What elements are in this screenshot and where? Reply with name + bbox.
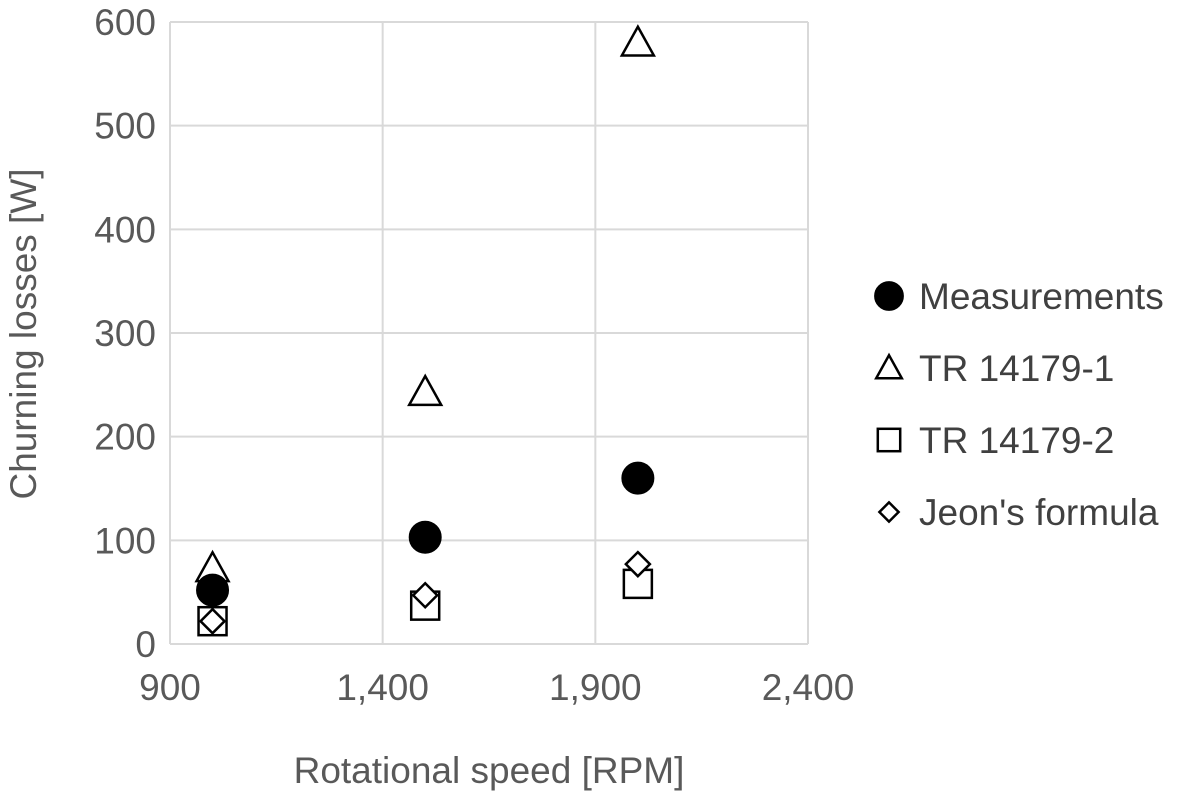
y-tick-label: 600 [94,2,156,43]
x-axis-title: Rotational speed [RPM] [294,750,685,791]
data-point [624,550,652,578]
legend-item: TR 14179-1 [874,348,1114,389]
x-tick-label: 1,900 [549,667,642,708]
legend-label: Jeon's formula [919,492,1159,533]
legend-item: Measurements [874,276,1164,317]
x-tick-label: 900 [139,667,201,708]
legend: Measurements TR 14179-1 TR 14179-2 Jeon's f… [874,276,1164,533]
y-tick-label: 200 [94,417,156,458]
y-tick-label: 300 [94,313,156,354]
y-tick-label: 400 [94,209,156,250]
legend-marker [874,281,904,311]
data-point [408,520,442,554]
data-point [411,581,439,610]
x-tick-label: 1,400 [336,667,429,708]
grid [169,21,809,645]
legend-marker [874,352,904,380]
y-tick-label: 0 [135,624,156,665]
legend-marker [876,427,902,453]
legend-item: TR 14179-2 [876,420,1114,461]
y-axis-ticks: 0 100 200 300 400 500 600 [94,2,156,665]
data-point [619,24,656,57]
data-point [198,607,227,635]
x-tick-label: 2,400 [762,667,855,708]
data-points [194,24,656,637]
legend-label: Measurements [919,276,1164,317]
legend-item: Jeon's formula [877,492,1159,533]
y-tick-label: 500 [94,106,156,147]
data-point [407,373,444,407]
data-point [621,461,655,495]
legend-label: TR 14179-1 [919,348,1114,389]
y-axis-title: Churning losses [W] [3,168,44,499]
data-point [196,573,230,607]
legend-marker [877,500,901,524]
legend-label: TR 14179-2 [919,420,1114,461]
y-tick-label: 100 [94,520,156,561]
x-axis-ticks: 900 1,400 1,900 2,400 [139,667,854,708]
